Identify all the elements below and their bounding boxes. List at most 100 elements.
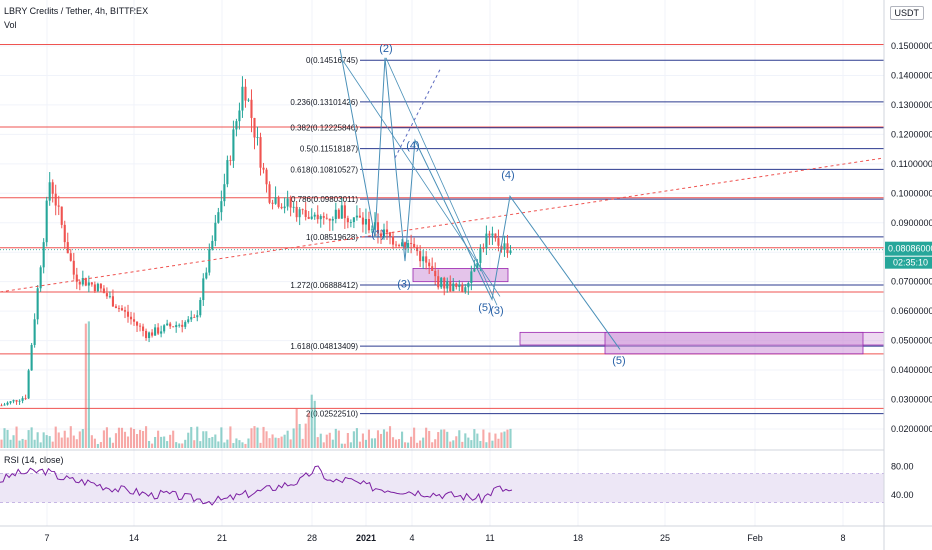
volume-bar <box>337 430 340 448</box>
candle-body <box>187 319 190 323</box>
volume-bar <box>464 433 467 448</box>
candle-body <box>391 236 395 245</box>
volume-bar <box>66 437 69 448</box>
volume-bar <box>105 427 108 448</box>
volume-bar <box>211 436 214 448</box>
candle-body <box>455 283 458 287</box>
candle-body <box>81 277 84 285</box>
candle-body <box>425 256 428 263</box>
currency-badge[interactable]: USDT <box>889 6 924 20</box>
volume-bar <box>232 443 235 448</box>
candle-body <box>169 323 172 327</box>
candle-body <box>175 325 178 328</box>
volume-bar <box>413 427 416 448</box>
volume-bar <box>358 441 361 448</box>
candle-body <box>114 306 118 309</box>
volume-bar <box>142 431 145 448</box>
volume-bar <box>48 436 51 448</box>
candle-body <box>145 330 148 339</box>
candle-body <box>42 242 45 268</box>
candle-body <box>274 197 277 204</box>
candle-body <box>196 315 199 318</box>
volume-bar <box>301 438 304 448</box>
candle-body <box>488 233 491 236</box>
candle-body <box>340 205 343 219</box>
candle-body <box>181 324 184 327</box>
volume-bar <box>470 440 473 448</box>
wave-label: (3) <box>490 305 503 317</box>
fib-level-label: 0(0.14516745) <box>306 56 358 65</box>
candle-body <box>385 229 389 233</box>
candle-body <box>63 224 66 243</box>
candle-body <box>404 242 407 248</box>
volume-bar <box>69 426 72 448</box>
volume-bar <box>340 443 343 448</box>
candle-body <box>120 308 124 311</box>
volume-bar <box>388 426 392 448</box>
candle-body <box>220 201 223 213</box>
volume-bar <box>108 437 111 448</box>
candle-body <box>154 327 157 336</box>
volume-bar <box>313 400 316 448</box>
volume-bar <box>154 436 157 448</box>
candle-body <box>36 288 39 320</box>
candle-body <box>310 216 313 219</box>
volume-bar <box>172 430 175 448</box>
volume-bar <box>145 426 148 448</box>
volume-bar <box>244 443 247 448</box>
candle-body <box>440 277 443 288</box>
volume-bar <box>364 439 367 448</box>
volume-bar <box>394 439 398 448</box>
volume-bar <box>84 323 87 448</box>
candle-body <box>72 260 75 275</box>
volume-bar <box>111 442 114 448</box>
candle-body <box>253 117 256 138</box>
candle-body <box>69 253 72 261</box>
candle-body <box>178 324 181 326</box>
volume-bar <box>12 435 15 448</box>
candle-body <box>111 296 114 307</box>
wave-label: (5) <box>612 355 625 367</box>
volume-bar <box>422 437 425 448</box>
candle-body <box>172 326 175 328</box>
wave-path <box>339 48 621 350</box>
volume-bar <box>325 434 328 448</box>
time-tick-label: 25 <box>660 533 670 543</box>
volume-bar <box>461 441 464 448</box>
volume-bar <box>78 431 81 448</box>
volume-bar <box>334 428 337 448</box>
candle-body <box>464 287 467 292</box>
volume-bar <box>45 435 48 448</box>
time-tick-label: 18 <box>573 533 583 543</box>
time-tick-label: 11 <box>485 533 494 543</box>
candle-body <box>202 278 205 301</box>
candle-body <box>352 217 355 223</box>
volume-bar <box>410 436 413 448</box>
candle-body <box>401 242 404 246</box>
volume-bar <box>114 433 118 448</box>
volume-bar <box>208 437 211 448</box>
candle-body <box>319 216 322 220</box>
volume-bar <box>407 442 410 448</box>
volume-bar <box>15 426 18 448</box>
volume-bar <box>292 428 295 448</box>
candle-body <box>407 243 410 248</box>
candle-body <box>376 222 380 234</box>
volume-bar <box>226 439 229 448</box>
candle-body <box>461 284 464 292</box>
volume-bar <box>382 429 386 448</box>
candle-body <box>289 198 292 208</box>
volume-bar <box>160 436 163 448</box>
candle-body <box>355 215 358 218</box>
wave-label: (4) <box>501 170 514 182</box>
volume-bar <box>63 430 66 448</box>
volume-bar <box>181 443 184 448</box>
fib-level-label: 1.618(0.04813409) <box>290 342 358 351</box>
candle-body <box>286 198 289 207</box>
volume-bar <box>30 427 33 448</box>
volume-bar <box>440 429 443 448</box>
